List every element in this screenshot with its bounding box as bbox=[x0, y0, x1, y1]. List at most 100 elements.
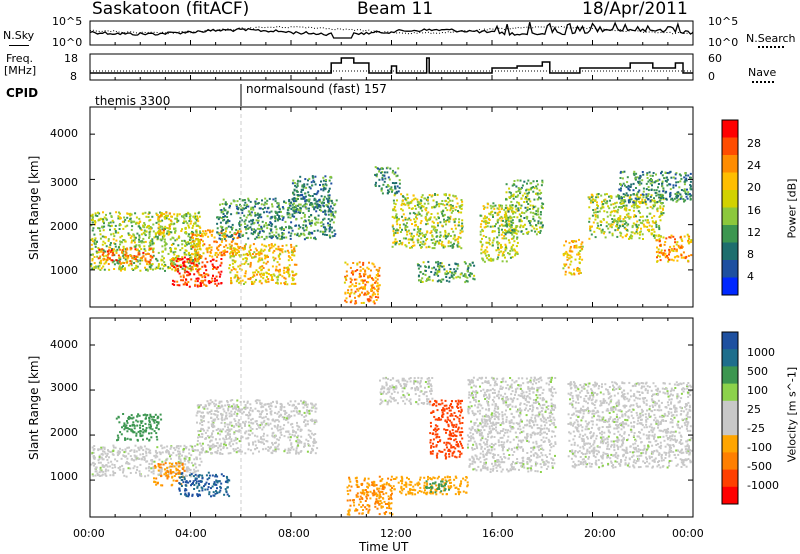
heatmap-cell bbox=[148, 462, 151, 465]
heatmap-cell bbox=[262, 277, 265, 280]
heatmap-cell bbox=[151, 467, 154, 470]
heatmap-cell bbox=[288, 226, 291, 229]
heatmap-cell bbox=[679, 236, 682, 239]
heatmap-cell bbox=[152, 418, 155, 421]
heatmap-cell bbox=[501, 217, 504, 220]
heatmap-cell bbox=[492, 258, 495, 261]
heatmap-cell bbox=[121, 426, 123, 429]
heatmap-cell bbox=[201, 235, 204, 238]
heatmap-cell bbox=[364, 287, 366, 290]
heatmap-cell bbox=[381, 176, 384, 179]
heatmap-cell bbox=[287, 272, 290, 275]
heatmap-cell bbox=[322, 204, 325, 207]
heatmap-cell bbox=[266, 215, 269, 218]
nave-label: Nave bbox=[748, 66, 777, 79]
heatmap-cell bbox=[162, 463, 165, 466]
heatmap-cell bbox=[518, 203, 521, 206]
heatmap-cell bbox=[517, 201, 520, 204]
heatmap-cell bbox=[322, 226, 325, 229]
heatmap-cell bbox=[90, 243, 93, 246]
xtick-1200: 12:00 bbox=[380, 527, 412, 540]
heatmap-cell bbox=[208, 254, 211, 257]
heatmap-cell bbox=[641, 193, 644, 196]
heatmap-cell bbox=[124, 437, 126, 440]
heatmap-cell bbox=[193, 273, 196, 276]
heatmap-cell bbox=[626, 224, 629, 227]
heatmap-cell bbox=[97, 459, 100, 462]
heatmap-cell bbox=[252, 208, 255, 211]
heatmap-cell bbox=[255, 278, 257, 281]
heatmap-cell bbox=[174, 217, 177, 220]
heatmap-cell bbox=[517, 207, 520, 210]
heatmap-cell bbox=[536, 187, 539, 190]
heatmap-cell bbox=[374, 276, 377, 279]
heatmap-cell bbox=[282, 269, 285, 272]
heatmap-cell bbox=[616, 221, 619, 224]
heatmap-cell bbox=[230, 226, 233, 229]
heatmap-cell bbox=[663, 243, 666, 246]
heatmap-cell bbox=[249, 263, 252, 266]
heatmap-cell bbox=[658, 216, 661, 218]
heatmap-cell bbox=[372, 286, 375, 289]
heatmap-cell bbox=[195, 225, 198, 227]
heatmap-cell bbox=[412, 194, 415, 197]
heatmap-cell bbox=[448, 280, 451, 283]
heatmap-cell bbox=[434, 226, 437, 229]
heatmap-cell bbox=[414, 212, 417, 215]
heatmap-cell bbox=[427, 202, 430, 205]
heatmap-cell bbox=[521, 194, 524, 197]
heatmap-cell bbox=[214, 266, 217, 269]
heatmap-cell bbox=[505, 230, 508, 233]
heatmap-cell bbox=[94, 470, 97, 473]
heatmap-cell bbox=[91, 219, 93, 221]
heatmap-cell bbox=[164, 225, 167, 228]
heatmap-cell bbox=[458, 205, 461, 208]
heatmap-cell bbox=[449, 270, 451, 273]
heatmap-cell bbox=[196, 486, 199, 489]
heatmap-cell bbox=[150, 436, 153, 439]
heatmap-cell bbox=[283, 282, 286, 284]
noise-sky-line bbox=[89, 21, 694, 39]
heatmap-cell bbox=[570, 273, 573, 276]
heatmap-cell bbox=[213, 236, 216, 239]
heatmap-cell bbox=[562, 254, 565, 257]
heatmap-cell bbox=[436, 271, 439, 274]
heatmap-cell bbox=[202, 230, 204, 233]
heatmap-cell bbox=[280, 227, 283, 230]
heatmap-cell bbox=[101, 226, 104, 228]
heatmap-cell bbox=[172, 464, 175, 467]
heatmap-cell bbox=[408, 217, 411, 220]
heatmap-cell bbox=[306, 226, 308, 229]
heatmap-cell bbox=[424, 217, 427, 220]
heatmap-cell bbox=[680, 177, 683, 180]
heatmap-cell bbox=[137, 253, 140, 256]
heatmap-cell bbox=[145, 215, 148, 218]
heatmap-cell bbox=[220, 262, 223, 265]
heatmap-cell bbox=[148, 248, 151, 251]
heatmap-cell bbox=[157, 473, 160, 476]
heatmap-cell bbox=[254, 211, 257, 214]
heatmap-cell bbox=[654, 234, 657, 237]
heatmap-cell bbox=[268, 197, 271, 200]
heatmap-cell bbox=[290, 232, 293, 235]
heatmap-cell bbox=[516, 216, 519, 219]
heatmap-cell bbox=[670, 176, 673, 179]
heatmap-cell bbox=[155, 212, 158, 215]
heatmap-cell bbox=[425, 223, 428, 226]
heatmap-cell bbox=[183, 251, 186, 254]
heatmap-cell bbox=[529, 204, 532, 207]
heatmap-cell bbox=[159, 463, 162, 466]
heatmap-cell bbox=[284, 277, 287, 280]
heatmap-cell bbox=[502, 224, 505, 227]
heatmap-cell bbox=[438, 265, 441, 268]
heatmap-cell bbox=[132, 269, 135, 271]
heatmap-cell bbox=[374, 183, 377, 186]
heatmap-cell bbox=[157, 217, 160, 220]
heatmap-cell bbox=[103, 258, 106, 260]
heatmap-cell bbox=[436, 212, 439, 215]
heatmap-cell bbox=[245, 260, 248, 263]
heatmap-cell bbox=[235, 204, 238, 206]
heatmap-cell bbox=[130, 220, 133, 223]
heatmap-cell bbox=[131, 239, 134, 242]
heatmap-cell bbox=[205, 285, 208, 287]
